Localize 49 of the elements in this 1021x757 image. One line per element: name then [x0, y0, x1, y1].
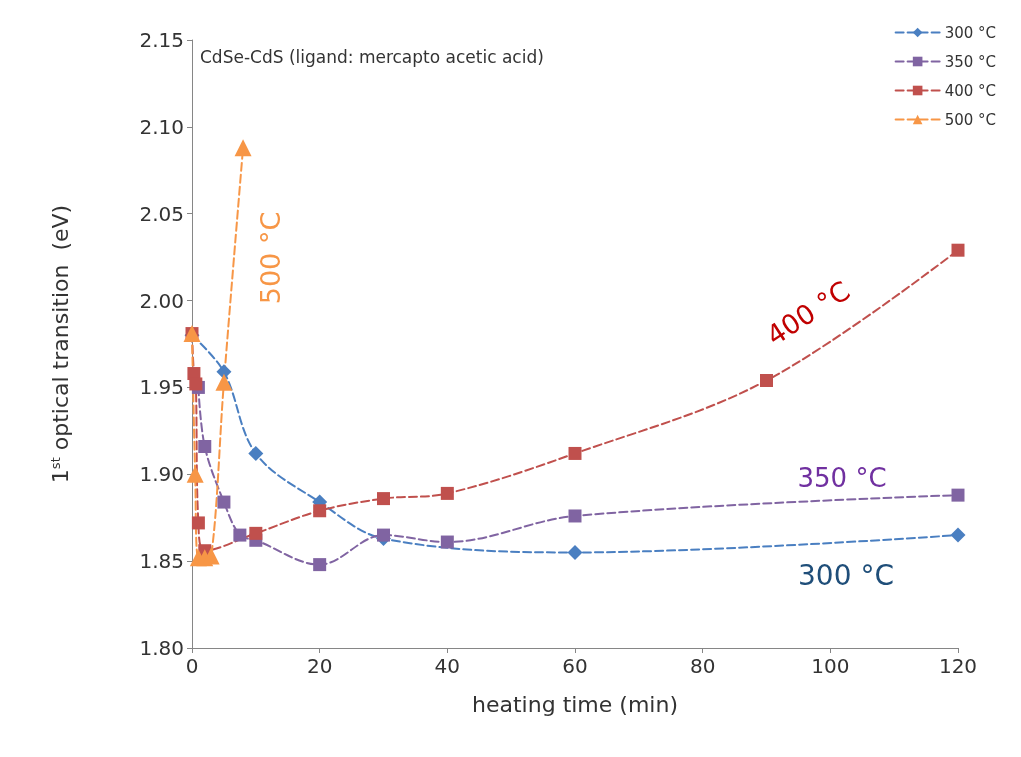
- y-tick-label: 2.05: [139, 201, 184, 226]
- point: [377, 492, 390, 506]
- y-tick-label: 1.85: [139, 549, 184, 574]
- point: [215, 373, 233, 391]
- point: [950, 527, 966, 543]
- y-axis-title: 1st optical transition (eV): [48, 204, 73, 484]
- legend-label: 300 °C: [944, 23, 996, 42]
- annotation: 400 °C: [760, 274, 856, 352]
- point: [313, 504, 327, 518]
- x-tick-label: 120: [938, 654, 978, 678]
- annotation: 350 °C: [797, 463, 887, 493]
- point: [233, 528, 247, 542]
- point: [248, 445, 264, 461]
- point: [313, 558, 327, 572]
- x-tick-label: 60: [562, 654, 588, 678]
- legend-label: 400 °C: [944, 81, 996, 100]
- annotation: CdSe-CdS (ligand: mercapto acetic acid): [200, 46, 544, 67]
- point: [760, 373, 773, 387]
- point: [216, 364, 232, 380]
- x-tick-label: 40: [434, 654, 461, 678]
- x-tick-label: 80: [689, 654, 716, 678]
- y-tick-label: 1.95: [139, 375, 184, 400]
- y-tick-label: 2.10: [139, 114, 184, 139]
- point: [951, 243, 965, 257]
- y-tick-label: 2.15: [139, 28, 184, 52]
- legend-label: 500 °C: [944, 110, 996, 129]
- point: [186, 465, 204, 483]
- x-axis-title: heating time (min): [472, 691, 678, 717]
- point: [217, 495, 231, 509]
- point: [234, 139, 252, 157]
- point: [249, 526, 263, 540]
- point: [191, 516, 205, 530]
- point: [440, 535, 454, 549]
- point: [567, 544, 583, 560]
- annotation: 300 °C: [798, 558, 894, 592]
- y-tick-label: 1.90: [139, 462, 184, 487]
- annotation: 500 °C: [254, 211, 286, 305]
- point: [568, 509, 582, 523]
- point: [198, 439, 212, 453]
- legend-label: 350 °C: [944, 52, 996, 71]
- point: [568, 446, 582, 460]
- y-tick-label: 1.80: [139, 636, 184, 660]
- y-tick-label: 2.00: [139, 288, 184, 313]
- x-tick-label: 100: [811, 654, 850, 678]
- point: [440, 486, 454, 500]
- point: [951, 488, 965, 502]
- x-tick-label: 0: [185, 654, 199, 678]
- x-tick-label: 20: [306, 654, 333, 678]
- point: [377, 528, 390, 542]
